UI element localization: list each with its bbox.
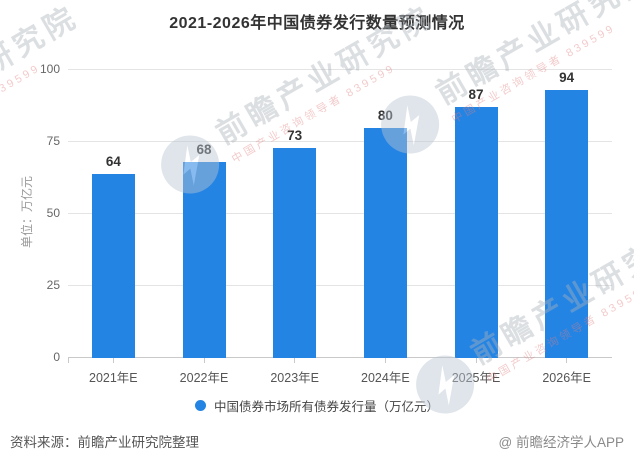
chart-title: 2021-2026年中国债券发行数量预测情况 <box>169 15 465 32</box>
x-tick <box>566 358 568 363</box>
x-tick <box>112 358 114 363</box>
x-tick <box>475 358 477 363</box>
y-tick-label-100: 100 <box>39 62 60 76</box>
bar-value-label: 64 <box>105 153 121 169</box>
credit-note: @ 前瞻经济学人APP <box>498 435 624 450</box>
y-axis-labels: 0 25 50 75 100 <box>20 62 60 364</box>
bar-column: 94 <box>521 70 612 358</box>
bar-2021年E[interactable] <box>91 173 135 358</box>
x-axis-cell: 2024年E <box>340 358 431 386</box>
x-tick <box>384 358 386 363</box>
legend-item[interactable]: 中国债券市场所有债券发行量（万亿元） <box>194 396 439 415</box>
plot-area: 64 68 73 80 87 94 <box>68 69 612 358</box>
x-axis-cell: 2023年E <box>249 358 340 386</box>
x-axis-labels: 2021年E 2022年E 2023年E 2024年E 2025年E 2026年E <box>68 358 612 386</box>
y-tick-label-75: 75 <box>46 134 60 148</box>
footer: 资料来源：前瞻产业研究院整理 @ 前瞻经济学人APP <box>10 431 624 451</box>
x-tick-label: 2024年E <box>361 371 410 385</box>
bar-column: 64 <box>68 70 159 358</box>
bar-column: 68 <box>159 70 250 358</box>
bar-2023年E[interactable] <box>273 147 317 358</box>
bar-value-label: 73 <box>287 127 303 143</box>
y-tick-label-50: 50 <box>46 206 60 220</box>
y-tick-label-25: 25 <box>46 278 60 292</box>
legend-marker-icon <box>194 400 206 411</box>
bar-value-label: 94 <box>559 70 575 85</box>
gridline-75 <box>68 141 612 142</box>
x-axis-cell: 2026年E <box>521 358 612 386</box>
legend-label: 中国债券市场所有债券发行量（万亿元） <box>213 400 439 414</box>
gridline-0 <box>68 357 612 358</box>
legend: 中国债券市场所有债券发行量（万亿元） <box>0 396 634 415</box>
bar-column: 80 <box>340 70 431 358</box>
bar-2022年E[interactable] <box>182 162 226 358</box>
bar-value-label: 87 <box>468 87 484 103</box>
x-tick <box>294 358 296 363</box>
x-tick <box>203 358 205 363</box>
gridline-25 <box>68 285 612 286</box>
x-axis-cell: 2022年E <box>159 358 250 386</box>
bars-group: 64 68 73 80 87 94 <box>68 70 612 358</box>
gridline-100 <box>68 69 612 70</box>
bar-2024年E[interactable] <box>363 127 407 358</box>
bar-value-label: 68 <box>196 142 212 158</box>
x-tick-label: 2022年E <box>179 371 229 385</box>
bar-column: 87 <box>431 70 522 358</box>
bar-2026年E[interactable] <box>545 90 589 358</box>
gridline-50 <box>68 213 612 214</box>
x-tick-label: 2021年E <box>89 371 138 385</box>
x-tick-label: 2026年E <box>542 371 592 385</box>
y-tick-label-0: 0 <box>53 350 60 364</box>
bar-2025年E[interactable] <box>454 107 498 358</box>
x-axis-cell: 2025年E <box>431 358 522 386</box>
x-axis-cell: 2021年E <box>68 358 159 386</box>
x-tick-label: 2023年E <box>270 371 319 385</box>
bar-column: 73 <box>249 70 340 358</box>
source-note: 资料来源：前瞻产业研究院整理 <box>10 435 199 450</box>
bar-value-label: 80 <box>377 107 393 123</box>
x-tick-label: 2025年E <box>451 371 501 385</box>
